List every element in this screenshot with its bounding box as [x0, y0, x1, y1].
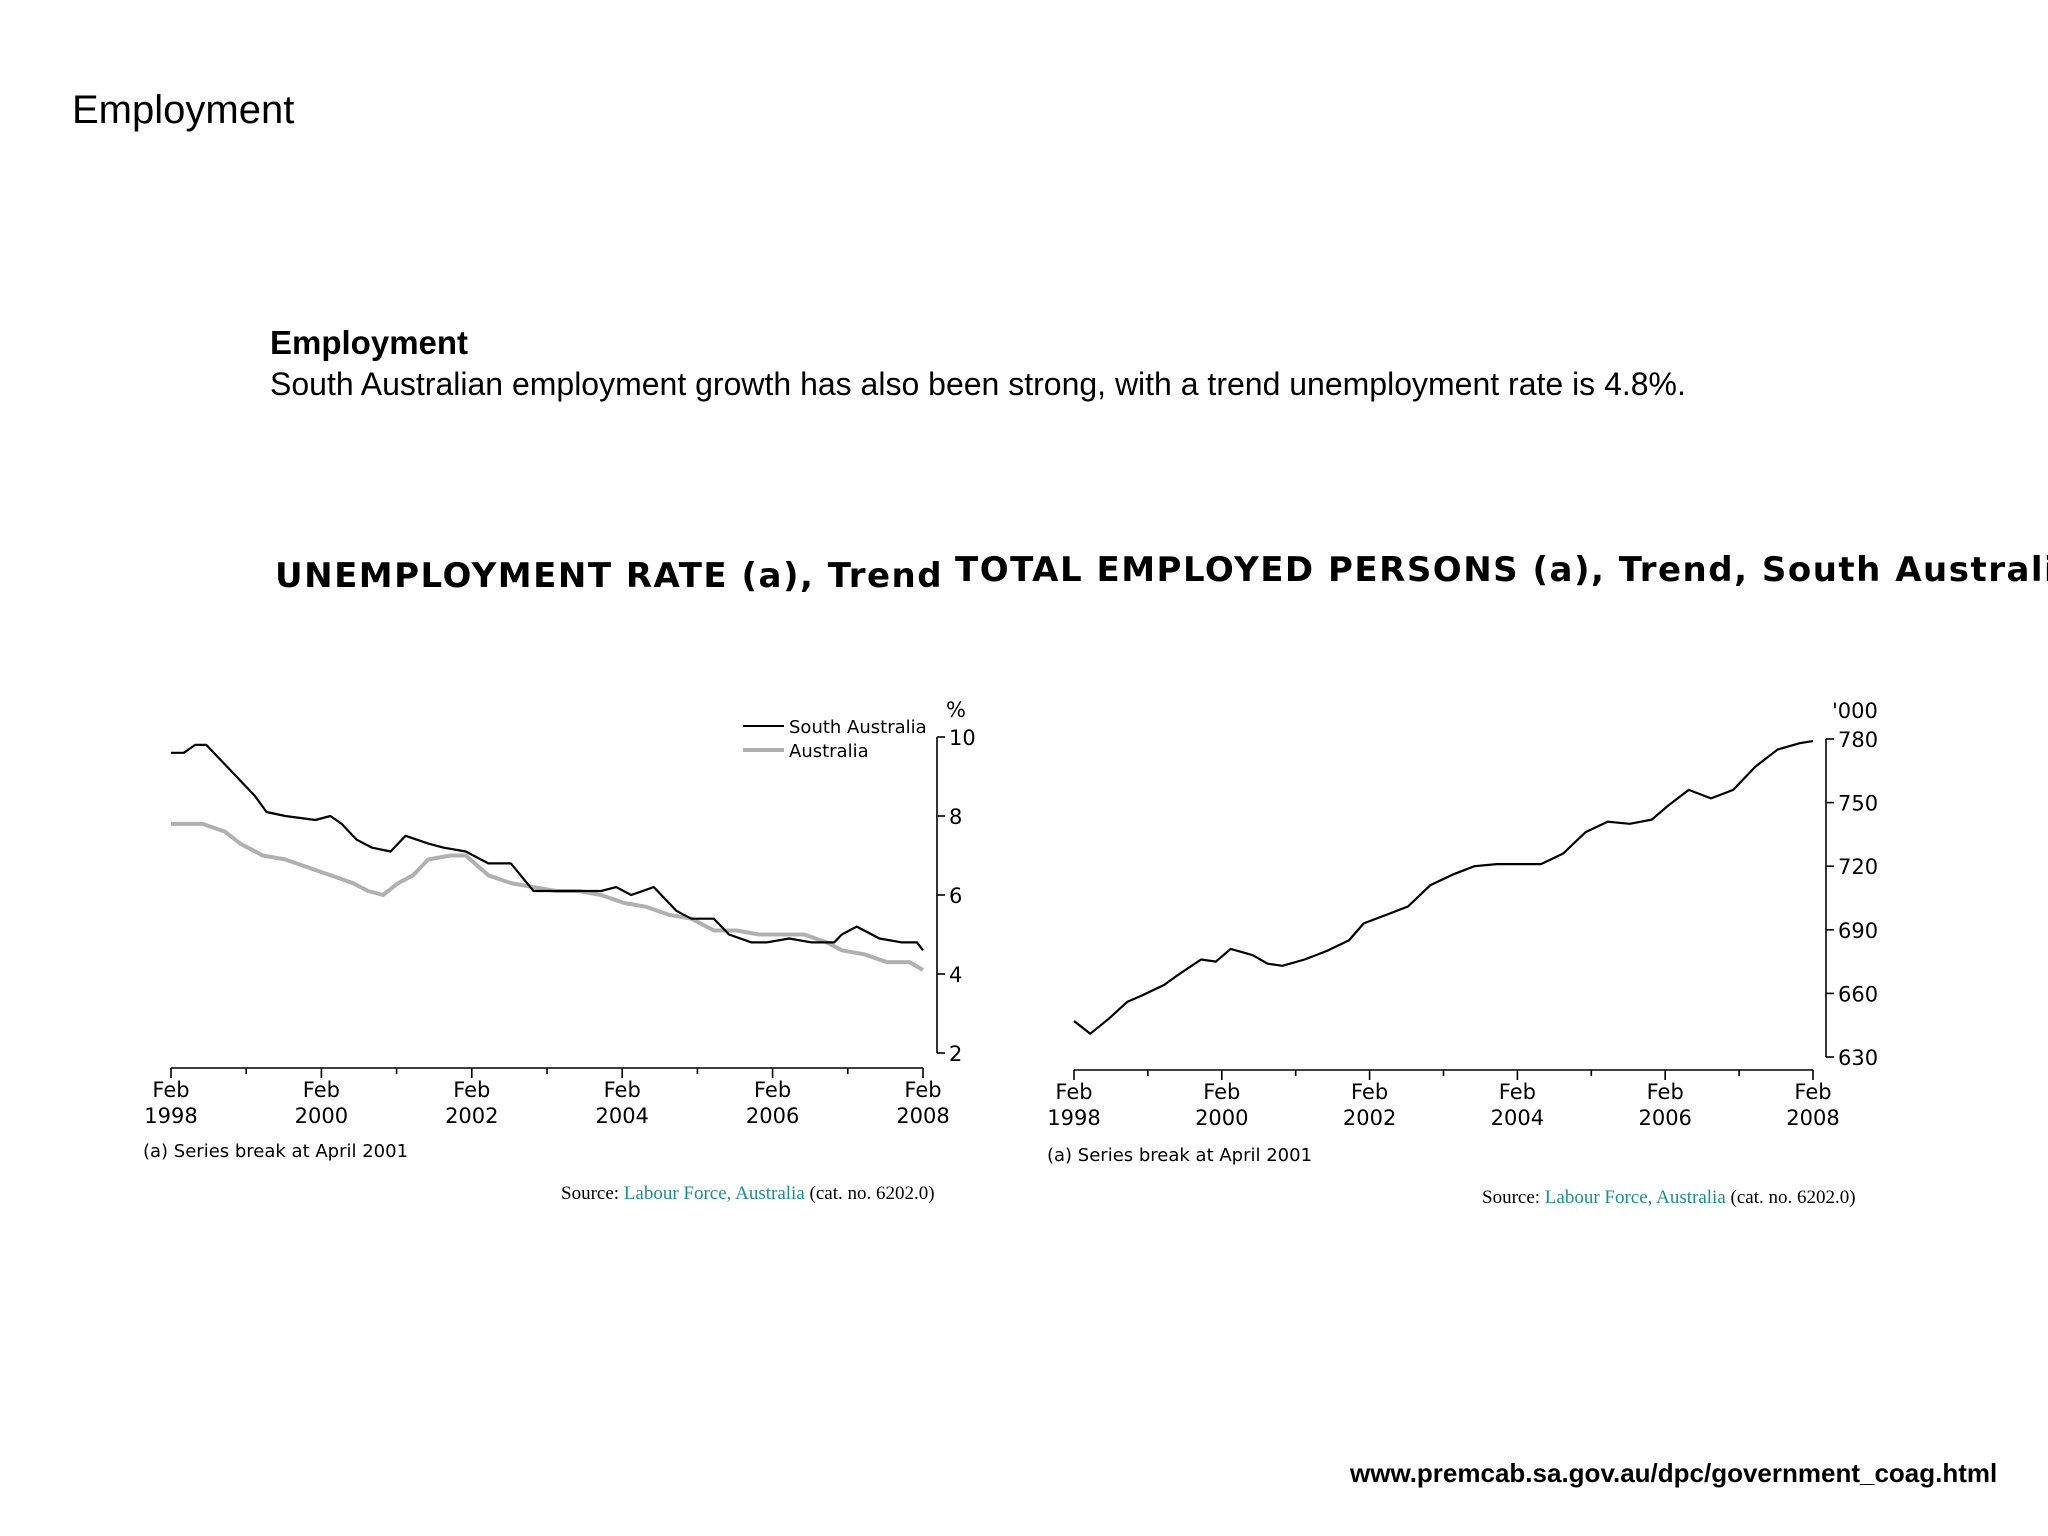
y-tick-label: 750 — [1838, 792, 1878, 816]
section-heading: Employment — [270, 324, 469, 361]
series-line-employed — [1073, 740, 1814, 1035]
x-tick-label-year: 2008 — [896, 1104, 949, 1128]
x-tick-label-month: Feb — [1647, 1080, 1684, 1104]
slide-title: Employment — [72, 88, 295, 132]
unemployment-chart-title: UNEMPLOYMENT RATE (a), Trend — [275, 556, 944, 596]
x-tick-label-year: 2004 — [1491, 1106, 1544, 1130]
source-suffix: (cat. no. 6202.0) — [804, 1183, 935, 1204]
y-tick-label: 6 — [949, 884, 962, 908]
legend: South Australia Australia — [743, 717, 927, 762]
y-tick-label: 780 — [1838, 728, 1878, 752]
unemployment-chart: 246810%Feb1998Feb2000Feb2002Feb2004Feb20… — [143, 698, 976, 1162]
y-tick-label: 8 — [949, 805, 962, 829]
x-tick-label-month: Feb — [904, 1078, 941, 1102]
x-tick-label-month: Feb — [1055, 1080, 1092, 1104]
x-tick-label-year: 2002 — [445, 1104, 498, 1128]
x-tick-label-month: Feb — [1794, 1080, 1831, 1104]
x-tick-label-year: 2004 — [595, 1104, 648, 1128]
y-tick-label: 720 — [1838, 855, 1878, 879]
series-line-australia — [171, 821, 925, 972]
y-tick-label: 630 — [1838, 1046, 1878, 1070]
y-tick-label: 2 — [949, 1042, 962, 1066]
y-axis-unit: % — [946, 698, 966, 722]
x-tick-label-year: 2006 — [746, 1104, 799, 1128]
x-tick-label-year: 2002 — [1343, 1106, 1396, 1130]
x-tick-label-year: 2000 — [295, 1104, 348, 1128]
x-tick-label-year: 2000 — [1195, 1106, 1248, 1130]
employment-chart: 630660690720750780'000Feb1998Feb2000Feb2… — [1047, 699, 1878, 1166]
footer-url[interactable]: www.premcab.sa.gov.au/dpc/government_coa… — [1350, 1458, 1998, 1488]
body-text: South Australian employment growth has a… — [270, 366, 1686, 402]
legend-label: South Australia — [789, 717, 927, 738]
source-suffix: (cat. no. 6202.0) — [1725, 1187, 1856, 1208]
source-link[interactable]: Labour Force, Australia — [623, 1183, 805, 1204]
x-tick-label-month: Feb — [1203, 1080, 1240, 1104]
y-tick-label: 10 — [949, 726, 976, 750]
y-tick-label: 4 — [949, 963, 962, 987]
x-tick-label-month: Feb — [152, 1078, 189, 1102]
source-prefix: Source: — [561, 1183, 624, 1204]
series-line-south-australia — [171, 743, 924, 951]
x-tick-label-year: 1998 — [144, 1104, 197, 1128]
series-break-note: (a) Series break at April 2001 — [1047, 1145, 1312, 1166]
x-tick-label-year: 2008 — [1786, 1106, 1839, 1130]
x-tick-label-month: Feb — [1351, 1080, 1388, 1104]
series-break-note: (a) Series break at April 2001 — [143, 1141, 408, 1162]
x-tick-label-year: 2006 — [1638, 1106, 1691, 1130]
x-tick-label-month: Feb — [1499, 1080, 1536, 1104]
x-tick-label-month: Feb — [754, 1078, 791, 1102]
y-tick-label: 660 — [1838, 982, 1878, 1006]
legend-label: Australia — [789, 741, 869, 762]
y-tick-label: 690 — [1838, 919, 1878, 943]
employment-source: Source: Labour Force, Australia (cat. no… — [1482, 1187, 1856, 1209]
employment-chart-title: TOTAL EMPLOYED PERSONS (a), Trend, South… — [955, 550, 2048, 590]
source-link[interactable]: Labour Force, Australia — [1544, 1187, 1726, 1208]
unemployment-source: Source: Labour Force, Australia (cat. no… — [561, 1183, 935, 1205]
x-tick-label-month: Feb — [604, 1078, 641, 1102]
x-tick-label-month: Feb — [453, 1078, 490, 1102]
source-prefix: Source: — [1482, 1187, 1545, 1208]
x-tick-label-month: Feb — [303, 1078, 340, 1102]
x-tick-label-year: 1998 — [1047, 1106, 1100, 1130]
y-axis-unit: '000 — [1832, 699, 1878, 723]
